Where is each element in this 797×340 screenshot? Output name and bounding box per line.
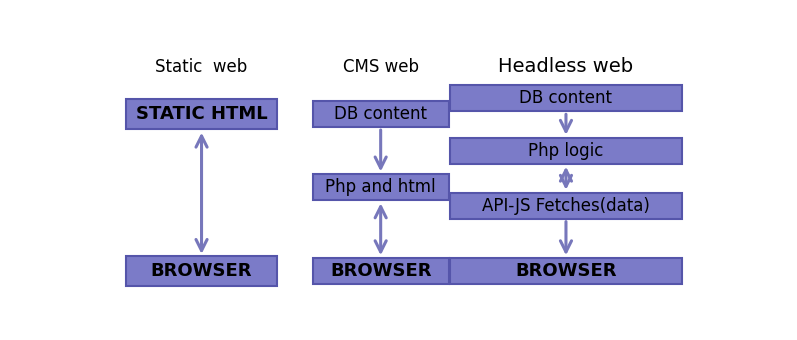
Text: CMS web: CMS web (343, 58, 418, 76)
Text: DB content: DB content (334, 105, 427, 123)
Text: Static  web: Static web (155, 58, 248, 76)
Text: API-JS Fetches(data): API-JS Fetches(data) (482, 197, 650, 215)
Text: BROWSER: BROWSER (151, 262, 253, 280)
Text: STATIC HTML: STATIC HTML (135, 105, 267, 123)
FancyBboxPatch shape (450, 193, 681, 219)
FancyBboxPatch shape (450, 138, 681, 164)
Text: Php and html: Php and html (325, 178, 436, 197)
Text: BROWSER: BROWSER (330, 262, 431, 280)
FancyBboxPatch shape (312, 174, 449, 201)
FancyBboxPatch shape (126, 99, 277, 129)
Text: Php logic: Php logic (528, 142, 603, 160)
FancyBboxPatch shape (312, 101, 449, 127)
Text: DB content: DB content (520, 89, 612, 107)
Text: Headless web: Headless web (498, 57, 634, 76)
FancyBboxPatch shape (450, 85, 681, 112)
Text: BROWSER: BROWSER (515, 262, 617, 280)
FancyBboxPatch shape (312, 258, 449, 284)
FancyBboxPatch shape (126, 256, 277, 286)
FancyBboxPatch shape (450, 258, 681, 284)
